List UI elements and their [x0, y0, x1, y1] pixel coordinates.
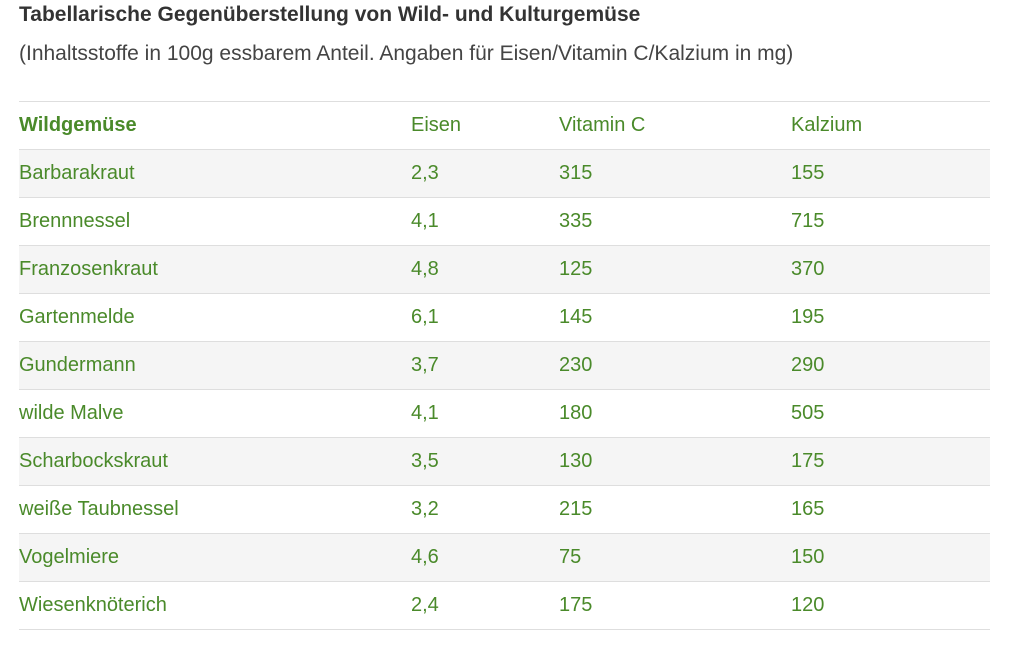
- table-cell-name: Vogelmiere: [19, 546, 120, 568]
- table-cell-kalzium: 290: [791, 354, 825, 376]
- table-cell-eisen: 3,5: [411, 450, 439, 472]
- table-row: wilde Malve 4,1 180 505: [19, 390, 990, 438]
- header-vitamin-c: Vitamin C: [559, 114, 646, 136]
- table-cell-name: Gartenmelde: [19, 306, 135, 328]
- table-cell-eisen: 6,1: [411, 306, 439, 328]
- table-cell-vitamin-c: 175: [559, 594, 593, 616]
- table-row: Scharbockskraut 3,5 130 175: [19, 438, 990, 486]
- table-cell-vitamin-c: 230: [559, 354, 593, 376]
- table-cell-kalzium: 120: [791, 594, 825, 616]
- table-cell-name: Barbarakraut: [19, 162, 135, 184]
- table-cell-eisen: 2,3: [411, 162, 439, 184]
- table-cell-kalzium: 505: [791, 402, 825, 424]
- nutrient-table: Wildgemüse Eisen Vitamin C Kalzium Barba…: [19, 101, 990, 630]
- table-row: Brennnessel 4,1 335 715: [19, 198, 990, 246]
- table-cell-name: Scharbockskraut: [19, 450, 168, 472]
- table-cell-name: wilde Malve: [19, 402, 124, 424]
- table-cell-kalzium: 165: [791, 498, 825, 520]
- header-wildgemuese: Wildgemüse: [19, 114, 137, 136]
- table-row: Barbarakraut 2,3 315 155: [19, 150, 990, 198]
- header-eisen: Eisen: [411, 114, 462, 136]
- table-cell-kalzium: 175: [791, 450, 825, 472]
- table-row: Vogelmiere 4,6 75 150: [19, 534, 990, 582]
- table-row: weiße Taubnessel 3,2 215 165: [19, 486, 990, 534]
- page-title: Tabellarische Gegenüberstellung von Wild…: [19, 3, 641, 26]
- table-cell-kalzium: 370: [791, 258, 825, 280]
- table-cell-eisen: 3,7: [411, 354, 439, 376]
- table-cell-vitamin-c: 75: [559, 546, 582, 568]
- table-cell-kalzium: 715: [791, 210, 825, 232]
- table-cell-eisen: 4,6: [411, 546, 439, 568]
- table-cell-name: weiße Taubnessel: [19, 498, 179, 520]
- table-cell-kalzium: 150: [791, 546, 825, 568]
- table-cell-eisen: 3,2: [411, 498, 439, 520]
- page-subtitle: (Inhaltsstoffe in 100g essbarem Anteil. …: [19, 42, 794, 65]
- table-cell-kalzium: 195: [791, 306, 825, 328]
- table-cell-vitamin-c: 335: [559, 210, 593, 232]
- table-cell-vitamin-c: 130: [559, 450, 593, 472]
- table-cell-kalzium: 155: [791, 162, 825, 184]
- table-cell-vitamin-c: 145: [559, 306, 593, 328]
- table-cell-name: Franzosenkraut: [19, 258, 158, 280]
- table-cell-eisen: 2,4: [411, 594, 439, 616]
- table-cell-vitamin-c: 315: [559, 162, 593, 184]
- header-kalzium: Kalzium: [791, 114, 863, 136]
- table-cell-name: Brennnessel: [19, 210, 131, 232]
- table-cell-vitamin-c: 125: [559, 258, 593, 280]
- table-row: Franzosenkraut 4,8 125 370: [19, 246, 990, 294]
- table-row: Wiesenknöterich 2,4 175 120: [19, 582, 990, 630]
- table-cell-eisen: 4,1: [411, 402, 439, 424]
- table-cell-vitamin-c: 215: [559, 498, 593, 520]
- table-cell-name: Wiesenknöterich: [19, 594, 167, 616]
- table-cell-vitamin-c: 180: [559, 402, 593, 424]
- table-header-row: Wildgemüse Eisen Vitamin C Kalzium: [19, 102, 990, 150]
- table-row: Gundermann 3,7 230 290: [19, 342, 990, 390]
- table-row: Gartenmelde 6,1 145 195: [19, 294, 990, 342]
- table-cell-name: Gundermann: [19, 354, 136, 376]
- table-cell-eisen: 4,1: [411, 210, 439, 232]
- table-cell-eisen: 4,8: [411, 258, 439, 280]
